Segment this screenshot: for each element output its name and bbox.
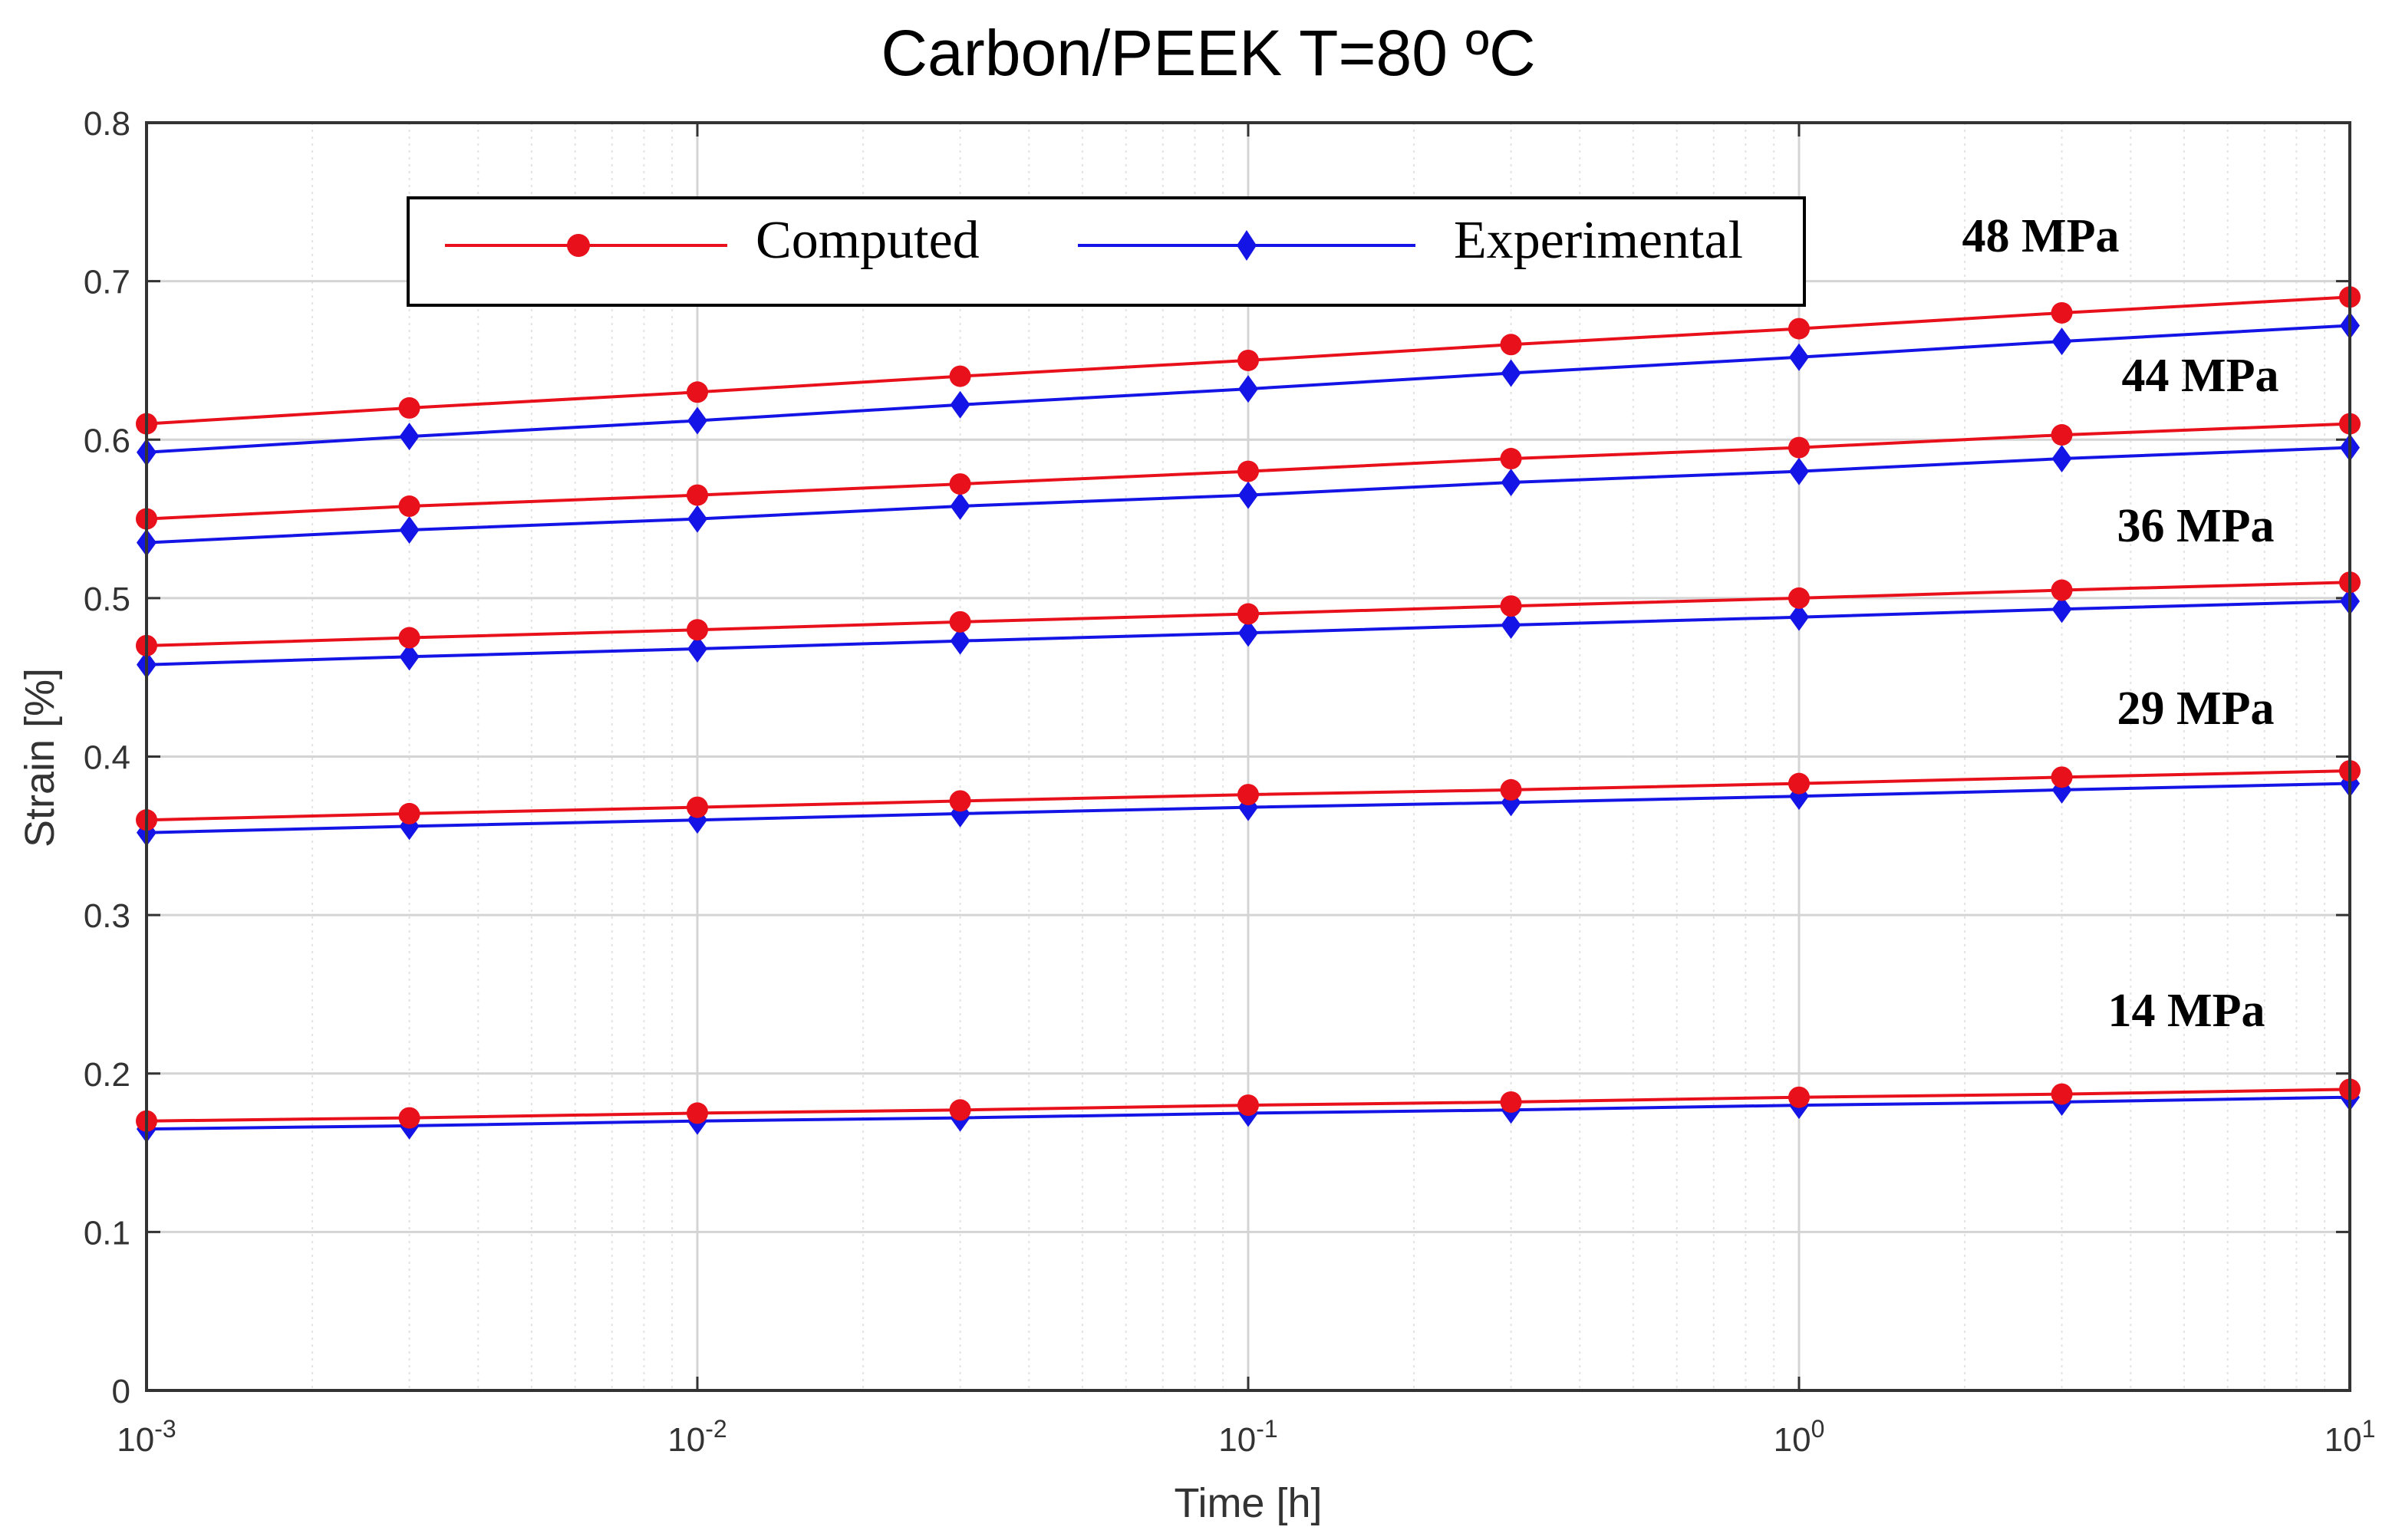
series-group: 29 MPa: [136, 683, 2361, 847]
computed-point: [398, 1107, 420, 1129]
stress-label: 48 MPa: [1962, 210, 2120, 262]
computed-point: [2051, 424, 2073, 446]
experimental-point: [399, 423, 420, 451]
experimental-point: [950, 492, 970, 521]
y-tick-label: 0.6: [84, 422, 130, 459]
y-tick-label: 0.1: [84, 1214, 130, 1252]
series-group: 14 MPa: [136, 985, 2361, 1143]
computed-point: [949, 473, 971, 495]
computed-point: [2051, 579, 2073, 601]
experimental-point: [1501, 611, 1521, 640]
plot-area: 48 MPa 44 MPa 36 MPa 29 MPa 14 MPa: [136, 210, 2361, 1143]
computed-point: [1237, 784, 1259, 806]
axes: 0 0.1 0.2 0.3 0.4 0.5 0.6 0.7 0.8 10-3 10-2 10-1 100…: [84, 105, 2376, 1459]
computed-point: [1500, 595, 1522, 617]
stress-label: 44 MPa: [2122, 350, 2279, 402]
experimental-point: [399, 643, 420, 671]
x-axis-label: Time [h]: [1174, 1480, 1322, 1526]
computed-point: [398, 627, 420, 649]
computed-point: [949, 790, 971, 812]
stress-label: 36 MPa: [2117, 500, 2275, 552]
experimental-point: [1501, 359, 1521, 387]
computed-point: [1237, 349, 1259, 371]
computed-point: [2051, 301, 2073, 324]
computed-point: [1500, 1091, 1522, 1113]
stress-label: 29 MPa: [2117, 683, 2275, 735]
experimental-point: [2051, 595, 2072, 624]
computed-point: [1500, 448, 1522, 470]
legend-box: [407, 196, 1806, 307]
x-tick-label: 101: [2325, 1415, 2376, 1459]
computed-point: [949, 610, 971, 633]
chart-title: Carbon/PEEK T=80 ºC: [881, 17, 1535, 89]
x-tick-label: 100: [1774, 1415, 1825, 1459]
experimental-point: [687, 406, 707, 435]
y-tick-label: 0.5: [84, 581, 130, 618]
experimental-point: [1789, 603, 1809, 631]
computed-point: [398, 495, 420, 518]
legend: Computed Experimental: [407, 196, 1806, 307]
computed-point: [398, 802, 420, 824]
experimental-point: [1238, 375, 1258, 403]
experimental-point: [1789, 343, 1809, 371]
y-tick-label: 0: [112, 1373, 130, 1410]
legend-label-computed: Computed: [756, 211, 980, 270]
series-group: 48 MPa: [136, 210, 2361, 466]
computed-point: [2051, 1083, 2073, 1105]
computed-point: [1237, 1094, 1259, 1117]
computed-point: [687, 796, 708, 818]
computed-point: [687, 1102, 708, 1124]
computed-point: [1788, 436, 1810, 459]
experimental-point: [1789, 457, 1809, 485]
x-tick-label: 10-2: [667, 1415, 727, 1459]
experimental-point: [2051, 327, 2072, 356]
computed-point: [1788, 1086, 1810, 1108]
y-tick-label: 0.4: [84, 739, 130, 777]
computed-point: [1500, 778, 1522, 801]
computed-point: [2051, 766, 2073, 788]
series-group: 44 MPa: [136, 350, 2361, 557]
experimental-point: [950, 627, 970, 655]
y-tick-label: 0.2: [84, 1056, 130, 1094]
experimental-point: [1238, 481, 1258, 509]
legend-label-experimental: Experimental: [1454, 211, 1743, 270]
computed-point: [687, 619, 708, 641]
computed-point: [1788, 318, 1810, 340]
computed-point: [398, 397, 420, 419]
computed-point: [1500, 334, 1522, 356]
x-tick-label: 10-3: [117, 1415, 176, 1459]
x-tick-label: 10-1: [1218, 1415, 1277, 1459]
computed-point: [1788, 772, 1810, 795]
y-tick-label: 0.7: [84, 264, 130, 301]
plot-frame: [145, 121, 2351, 1392]
experimental-point: [687, 505, 707, 533]
computed-point: [949, 1099, 971, 1121]
computed-point: [687, 381, 708, 403]
computed-point: [687, 484, 708, 506]
y-axis-label: Strain [%]: [17, 668, 63, 847]
y-tick-label: 0.3: [84, 897, 130, 935]
legend-marker-experimental: [1237, 230, 1257, 261]
experimental-point: [399, 516, 420, 545]
experimental-point: [1238, 619, 1258, 647]
legend-marker-computed: [567, 234, 590, 257]
computed-point: [1237, 460, 1259, 482]
experimental-point: [950, 390, 970, 419]
experimental-point: [2051, 445, 2072, 473]
computed-point: [1788, 587, 1810, 609]
computed-point: [949, 365, 971, 387]
stress-label: 14 MPa: [2108, 985, 2265, 1037]
y-tick-label: 0.8: [84, 105, 130, 143]
computed-point: [1237, 603, 1259, 625]
experimental-point: [687, 634, 707, 663]
experimental-point: [1501, 469, 1521, 497]
grid: [147, 123, 2350, 1390]
